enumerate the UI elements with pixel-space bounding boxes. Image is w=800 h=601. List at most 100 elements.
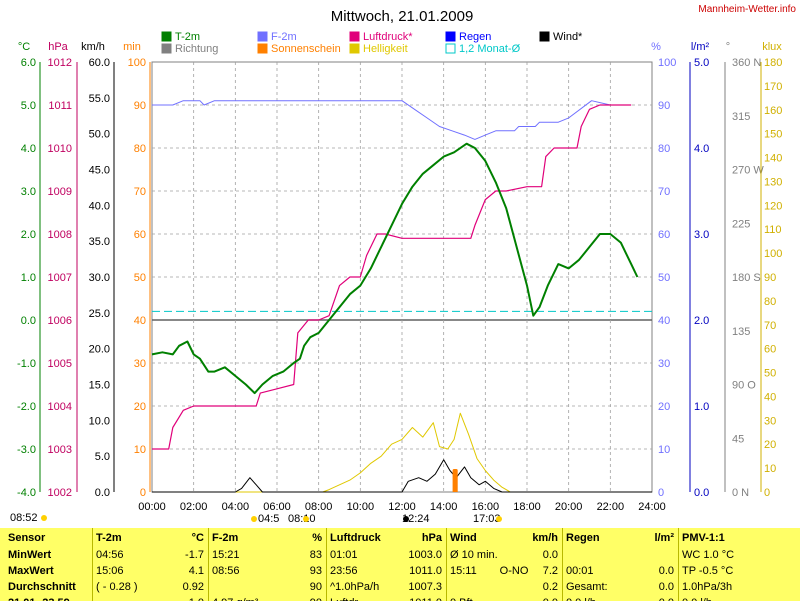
summary-header-title: F-2m — [212, 532, 239, 544]
minutes-unit-label: min — [123, 41, 141, 53]
minutes-tick-label: 100 — [128, 57, 146, 69]
temp-tick-label: 5.0 — [21, 100, 36, 112]
series-line-wind — [152, 459, 652, 493]
x-tick-label: 00:00 — [138, 501, 166, 513]
direction-tick-label: 360 N — [732, 57, 761, 69]
pressure-tick-label: 1003 — [48, 444, 72, 456]
rain-tick-label: 3.0 — [694, 229, 709, 241]
lux-tick-label: 10 — [764, 463, 776, 475]
summary-header-title: Luftdruck — [330, 532, 381, 544]
weather-chart: Mittwoch, 21.01.2009 Mannheim-Wetter.inf… — [10, 4, 796, 525]
summary-cell: ^1.0hPa/h — [330, 581, 380, 593]
lux-tick-label: 80 — [764, 296, 776, 308]
summary-cell: 1011.0 — [409, 597, 442, 601]
legend-swatch — [349, 43, 360, 54]
minutes-tick-label: 0 — [140, 487, 146, 499]
rain-tick-label: 4.0 — [694, 143, 709, 155]
summary-cell: Ø 10 min. — [450, 549, 498, 561]
summary-cell: 04:56 — [96, 549, 124, 561]
summary-header: T-2m °C — [96, 532, 204, 546]
humidity-unit-label: % — [651, 41, 661, 53]
temp-tick-label: 0.0 — [21, 315, 36, 327]
summary-cell: MaxWert — [8, 565, 54, 577]
temp-tick-label: 6.0 — [21, 57, 36, 69]
summary-row: 0.2 — [450, 581, 558, 595]
pressure-tick-label: 1008 — [48, 229, 72, 241]
summary-cell: 83 — [309, 549, 322, 561]
summary-header: Luftdruck hPa — [330, 532, 442, 546]
legend-swatch — [445, 43, 456, 54]
summary-row — [566, 549, 674, 563]
day-mark-label: 04:5 — [258, 513, 279, 525]
pressure-tick-label: 1010 — [48, 143, 72, 155]
temp-tick-label: 1.0 — [21, 272, 36, 284]
summary-cell: ( - 0.28 ) — [96, 581, 138, 593]
summary-cell: 93 — [309, 565, 322, 577]
summary-cell: 1003.0 — [408, 549, 442, 561]
summary-cell: 00:01 — [566, 565, 594, 577]
humidity-tick-label: 40 — [658, 315, 670, 327]
lux-tick-label: 40 — [764, 391, 776, 403]
summary-cell: 15:21 — [212, 549, 240, 561]
wind-tick-label: 0.0 — [95, 487, 110, 499]
summary-header-unit: hPa — [421, 532, 442, 544]
x-tick-label: 18:00 — [513, 501, 541, 513]
pressure-tick-label: 1002 — [48, 487, 72, 499]
summary-row: 0.0 l/h 0.0 — [566, 597, 674, 601]
legend-swatch — [161, 43, 172, 54]
wind-tick-label: 15.0 — [89, 380, 110, 392]
pressure-tick-label: 1012 — [48, 57, 72, 69]
summary-cell: Gesamt: — [566, 581, 608, 593]
legend-label: Richtung — [175, 43, 218, 55]
day-mark-label: 12:24 — [402, 513, 430, 525]
summary-header-title: PMV-1:1 — [682, 532, 725, 544]
summary-cell: 0.0 — [659, 597, 674, 601]
x-tick-label: 20:00 — [555, 501, 583, 513]
pressure-tick-label: 1011 — [48, 100, 72, 112]
legend-swatch — [445, 31, 456, 42]
summary-cell: 1.0 — [189, 597, 204, 601]
summary-cell: 0.0 — [658, 565, 674, 577]
summary-cell: 21.01.-23.59 — [8, 597, 70, 601]
summary-row: 08:56 93 — [212, 565, 322, 579]
pressure-tick-label: 1005 — [48, 358, 72, 370]
summary-cell: 0.0 l/h — [682, 597, 712, 601]
humidity-tick-label: 90 — [658, 100, 670, 112]
day-mark-dot — [41, 515, 47, 521]
summary-row: MaxWert — [8, 565, 88, 579]
legend-label: Wind* — [553, 31, 583, 43]
day-mark-label: 17:03 — [473, 513, 501, 525]
direction-tick-label: 0 N — [732, 487, 749, 499]
summary-header-unit: km/h — [532, 532, 558, 544]
day-mark-dot — [496, 516, 502, 522]
series — [151, 100, 652, 493]
summary-row: Durchschnitt — [8, 581, 88, 595]
lux-tick-label: 150 — [764, 129, 782, 141]
summary-header-title: Regen — [566, 532, 600, 544]
direction-tick-label: 180 S — [732, 272, 761, 284]
summary-row: 15:06 4.1 — [96, 565, 204, 579]
direction-tick-label: 135 — [732, 326, 750, 338]
humidity-tick-label: 80 — [658, 143, 670, 155]
summary-row: 90 — [212, 581, 322, 595]
wind-tick-label: 20.0 — [89, 344, 110, 356]
lux-tick-label: 120 — [764, 200, 782, 212]
lux-tick-label: 130 — [764, 176, 782, 188]
minutes-tick-label: 50 — [134, 272, 146, 284]
summary-header-title: Sensor — [8, 532, 46, 544]
summary-cell: 90 — [309, 581, 322, 593]
summary-row: 4.97 g/m³ 90 — [212, 597, 322, 601]
wind-tick-label: 25.0 — [89, 308, 110, 320]
summary-row: 0.0 l/h — [682, 597, 796, 601]
summary-row: Gesamt: 0.0 — [566, 581, 674, 595]
summary-cell: Durchschnitt — [8, 581, 76, 593]
summary-column: Regen l/m² 00:01 0.0 Gesamt: 0.0 0.0 l/h 0.0 — [562, 528, 679, 601]
summary-cell: 4.97 g/m³ — [212, 597, 258, 601]
summary-row: 1.0 — [96, 597, 204, 601]
summary-row: 15:11 O-NO 7.2 — [450, 565, 558, 579]
x-tick-label: 12:00 — [388, 501, 416, 513]
legend-swatch — [257, 31, 268, 42]
day-mark-dot — [303, 516, 309, 522]
summary-cell: 0.0 — [658, 581, 674, 593]
legend-label: Helligkeit — [363, 43, 408, 55]
